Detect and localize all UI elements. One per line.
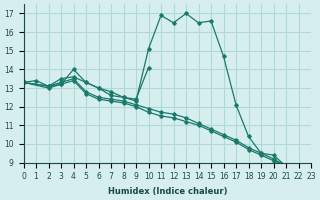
X-axis label: Humidex (Indice chaleur): Humidex (Indice chaleur) <box>108 187 227 196</box>
